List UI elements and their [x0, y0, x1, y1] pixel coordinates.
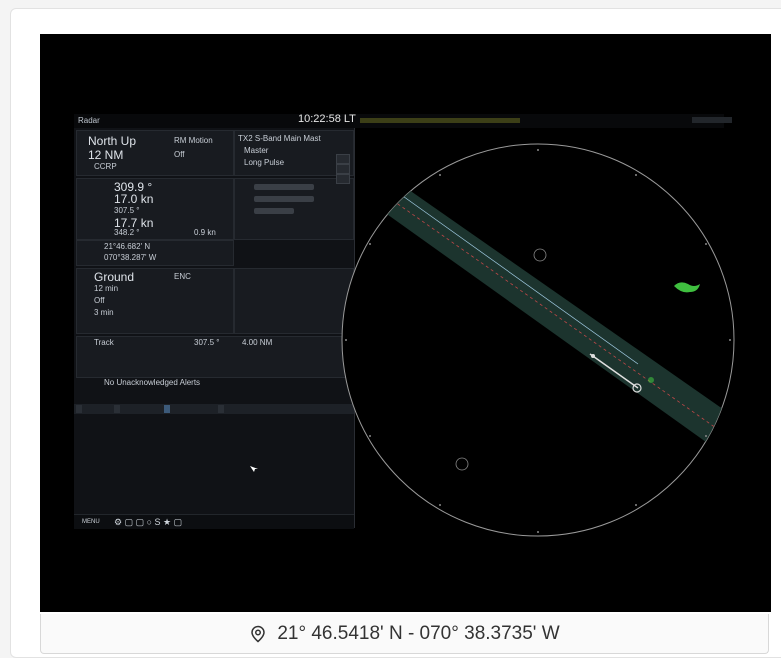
orientation-value[interactable]: North Up — [88, 134, 137, 148]
vector-point — [591, 354, 595, 358]
bearing-ticks — [345, 149, 731, 533]
ebl-value[interactable]: ENC — [174, 272, 191, 281]
trails-value[interactable]: Off — [94, 296, 105, 305]
heading-line — [385, 183, 639, 365]
own-ship-vector — [589, 353, 639, 389]
mouse-cursor-icon — [250, 466, 258, 472]
track-range: 4.00 NM — [242, 338, 273, 347]
transceiver-block — [234, 130, 354, 176]
tab-2[interactable] — [114, 405, 120, 413]
lat-value: 21°46.682' N — [104, 242, 151, 251]
location-coordinates: 21° 46.5418' N - 070° 38.3735' W — [277, 622, 560, 644]
own-ship-symbol[interactable] — [632, 383, 642, 393]
gain-slider[interactable] — [254, 184, 314, 190]
status-bar — [360, 118, 520, 123]
rain-slider[interactable] — [254, 208, 294, 214]
location-caption-bar: 21° 46.5418' N - 070° 38.3735' W — [40, 614, 769, 654]
display-settings-block — [76, 130, 234, 176]
status-indicator — [692, 117, 732, 123]
vrm-block — [234, 268, 354, 334]
own-ship-block — [76, 178, 234, 240]
rings-value[interactable]: Off — [174, 150, 185, 159]
pulse-value[interactable]: Long Pulse — [244, 158, 285, 167]
waypoint-marker-2[interactable] — [455, 457, 469, 471]
track-bearing: 307.5 ° — [194, 338, 220, 347]
master-value: Master — [244, 146, 269, 155]
bottom-menu: MENU ⚙ ▢ ▢ ○ S ★ ▢ — [74, 514, 354, 529]
position-block — [76, 240, 234, 266]
mode-value[interactable]: CCRP — [94, 162, 117, 171]
sog-value: 17.7 kn — [114, 216, 154, 230]
radar-screen: North Up RM Motion 12 NM Off CCRP TX2 S-… — [40, 34, 771, 612]
lon-value: 070°38.287' W — [104, 253, 157, 262]
target-tabs — [74, 404, 354, 414]
side-button-3[interactable] — [336, 174, 350, 184]
side-button-1[interactable] — [336, 154, 350, 164]
menu-button[interactable]: MENU — [82, 519, 100, 525]
set-value: 348.2 ° — [114, 228, 140, 237]
trail-time-value[interactable]: 3 min — [94, 308, 114, 317]
cog-value: 307.5 ° — [114, 206, 140, 215]
radar-titlebar: Radar 10:22:58 LT — [74, 113, 732, 128]
route-lane — [370, 178, 730, 442]
range-value[interactable]: 12 NM — [88, 148, 124, 162]
vector-value[interactable]: 12 min — [94, 284, 119, 293]
heading-value: 309.9 ° — [114, 180, 153, 194]
vector-block — [76, 268, 234, 334]
track-label: Track — [94, 338, 114, 347]
location-pin-icon — [251, 625, 266, 642]
speed-value: 17.0 kn — [114, 192, 154, 206]
track-block — [76, 336, 354, 378]
tab-1[interactable] — [76, 405, 82, 413]
sea-slider[interactable] — [254, 196, 314, 202]
alerts-text: No Unacknowledged Alerts — [104, 378, 201, 387]
tx-value[interactable]: TX2 S-Band Main Mast — [238, 134, 321, 143]
tab-4[interactable] — [218, 405, 224, 413]
radar-target[interactable] — [674, 282, 700, 293]
stab-value[interactable]: Ground — [94, 270, 135, 284]
route-centerline — [377, 189, 717, 429]
radar-echo — [648, 377, 654, 383]
radar-ppi[interactable] — [40, 34, 771, 612]
radar-title: Radar — [78, 116, 100, 125]
tab-3[interactable] — [164, 405, 170, 413]
radar-clock: 10:22:58 LT — [298, 113, 356, 125]
toolbar-icons[interactable]: ⚙ ▢ ▢ ○ S ★ ▢ — [114, 517, 183, 527]
radar-control-panel: North Up RM Motion 12 NM Off CCRP TX2 S-… — [74, 114, 355, 528]
drift-value: 0.9 kn — [194, 228, 216, 237]
motion-value[interactable]: RM Motion — [174, 136, 213, 145]
side-button-2[interactable] — [336, 164, 350, 174]
waypoint-marker[interactable] — [533, 248, 547, 262]
